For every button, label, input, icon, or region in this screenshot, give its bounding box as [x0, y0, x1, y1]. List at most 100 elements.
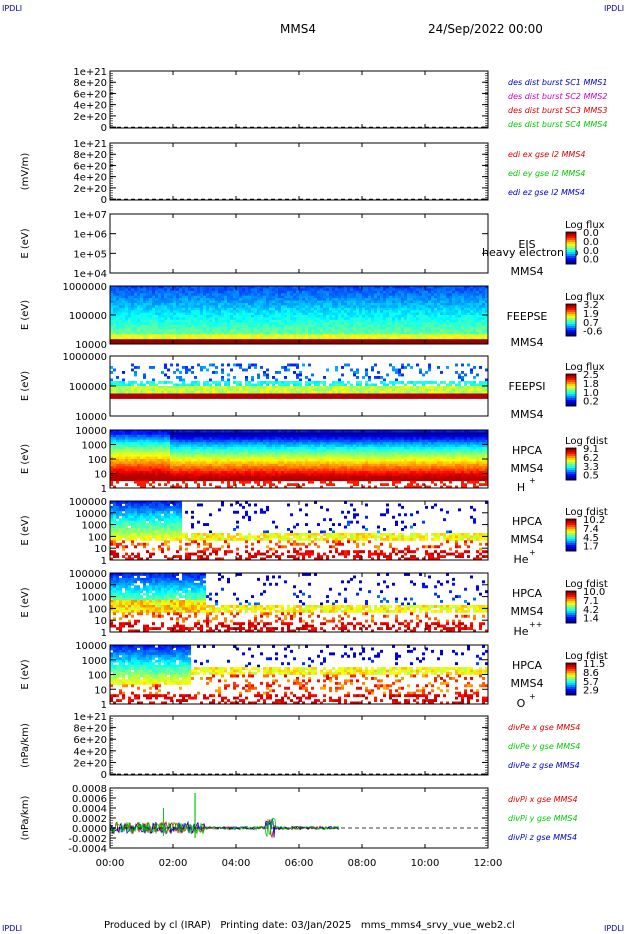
feepse-cell — [161, 339, 164, 342]
feepsi-cell — [176, 396, 179, 399]
feepse-cell — [458, 339, 461, 342]
feepse-cell — [476, 327, 479, 330]
feepse-cell — [338, 324, 341, 328]
feepse-cell — [287, 295, 290, 299]
feepse-cell — [140, 341, 143, 345]
feepse-cell — [116, 319, 119, 323]
feepse-cell — [161, 327, 164, 330]
feepse-cell — [308, 339, 311, 342]
feepse-cell — [473, 286, 476, 289]
feepsi-cell — [476, 393, 479, 397]
feepse-cell — [227, 315, 230, 318]
feepse-cell — [440, 329, 443, 333]
feepse-cell — [146, 302, 149, 306]
feepsi-cell — [194, 391, 197, 394]
feepse-cell — [428, 317, 431, 321]
feepsi-cell — [215, 391, 218, 394]
hpca_h-cell — [194, 451, 197, 455]
hpca_h-cell — [191, 463, 194, 467]
feepse-cell — [368, 305, 371, 309]
y-tick-label: 1e+07 — [73, 210, 107, 221]
feepse-cell — [248, 286, 251, 289]
feepsi-cell — [293, 388, 296, 392]
feepse-cell — [305, 329, 308, 333]
feepsi-cell — [395, 381, 398, 384]
feepsi-cell — [383, 386, 386, 389]
hpca_h-cell — [161, 451, 164, 455]
feepse-cell — [257, 322, 260, 326]
feepsi-cell — [140, 386, 143, 389]
feepsi-cell — [398, 396, 401, 399]
hpca_h-cell — [140, 432, 143, 436]
feepsi-cell — [452, 381, 455, 384]
feepsi-cell — [179, 393, 182, 397]
feepse-cell — [125, 286, 128, 289]
feepse-cell — [281, 295, 284, 299]
feepse-cell — [392, 315, 395, 318]
feepse-cell — [176, 290, 179, 294]
feepsi-cell — [437, 383, 440, 387]
feepse-cell — [350, 322, 353, 326]
feepse-cell — [146, 339, 149, 342]
hpca_h-cell — [128, 466, 131, 470]
feepsi-cell — [332, 396, 335, 399]
feepse-cell — [191, 302, 194, 306]
feepse-cell — [344, 331, 347, 335]
feepse-cell — [353, 339, 356, 342]
feepse-cell — [113, 324, 116, 328]
feepsi-cell — [365, 391, 368, 394]
feepse-cell — [437, 298, 440, 301]
feepse-cell — [416, 336, 419, 340]
feepse-cell — [431, 317, 434, 321]
feepse-cell — [314, 295, 317, 299]
feepse-cell — [455, 319, 458, 323]
feepse-cell — [239, 324, 242, 328]
hpca_h-cell — [143, 434, 146, 438]
feepse-cell — [407, 288, 410, 292]
feepse-cell — [179, 293, 182, 297]
hpca_h-cell — [173, 471, 176, 474]
feepsi-cell — [230, 386, 233, 389]
feepsi-cell — [278, 396, 281, 399]
feepse-cell — [410, 339, 413, 342]
feepse-cell — [134, 339, 137, 342]
feepse-cell — [287, 322, 290, 326]
feepsi-cell — [173, 383, 176, 387]
feepse-cell — [413, 286, 416, 289]
feepse-cell — [209, 295, 212, 299]
feepse-cell — [305, 317, 308, 321]
feepse-cell — [206, 317, 209, 321]
feepse-cell — [329, 322, 332, 326]
hpca_h-cell — [158, 483, 161, 486]
y-tick-label: 4e+20 — [73, 173, 107, 184]
feepse-cell — [377, 324, 380, 328]
hpca_h-cell — [152, 461, 155, 465]
feepse-cell — [248, 334, 251, 338]
feepse-cell — [485, 324, 488, 328]
feepse-cell — [224, 310, 227, 313]
hpca_h-cell — [170, 471, 173, 474]
feepse-cell — [485, 336, 488, 340]
feepse-cell — [158, 293, 161, 297]
eis-colorbar-step — [566, 260, 576, 263]
feepse-cell — [479, 288, 482, 292]
feepsi-cell — [122, 393, 125, 397]
y-tick-label: 2e+20 — [73, 184, 107, 195]
feepse-cell — [440, 286, 443, 289]
feepsi-cell — [260, 391, 263, 394]
feepse-cell — [224, 329, 227, 333]
feepse-cell — [425, 312, 428, 316]
feepse-cell — [350, 331, 353, 335]
feepse-cell — [476, 329, 479, 333]
feepsi-cell — [332, 386, 335, 389]
feepse-cell — [233, 300, 236, 304]
feepse-cell — [425, 317, 428, 321]
feepse-cell — [350, 327, 353, 330]
feepse-cell — [263, 327, 266, 330]
feepse-cell — [353, 341, 356, 345]
feepsi-cell — [299, 396, 302, 399]
hpca_h-cell — [188, 439, 191, 443]
feepse-cell — [461, 290, 464, 294]
feepse-cell — [257, 293, 260, 297]
feepse-cell — [155, 298, 158, 301]
